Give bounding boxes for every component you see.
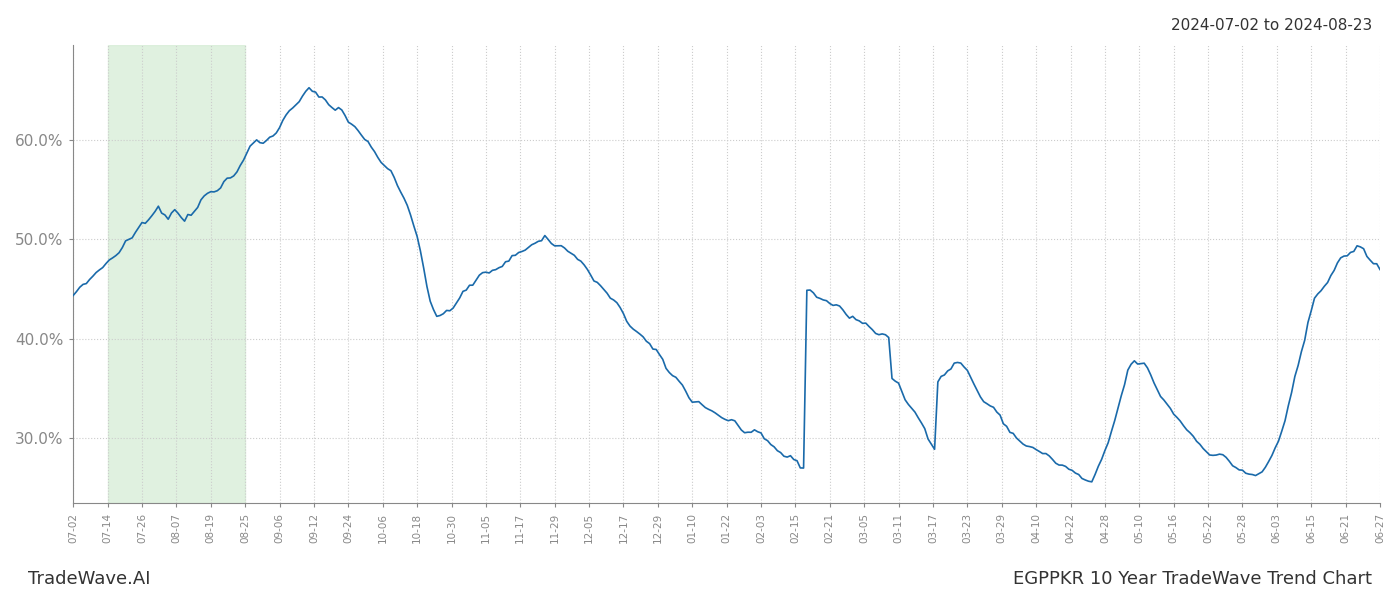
Text: TradeWave.AI: TradeWave.AI: [28, 570, 151, 588]
Text: EGPPKR 10 Year TradeWave Trend Chart: EGPPKR 10 Year TradeWave Trend Chart: [1014, 570, 1372, 588]
Bar: [108, 45, 245, 503]
Text: 2024-07-02 to 2024-08-23: 2024-07-02 to 2024-08-23: [1170, 18, 1372, 33]
